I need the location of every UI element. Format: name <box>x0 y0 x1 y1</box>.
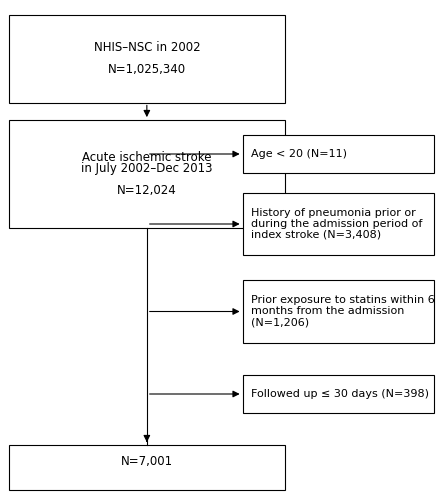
FancyBboxPatch shape <box>243 280 434 342</box>
Text: N=7,001: N=7,001 <box>121 456 173 468</box>
Text: N=12,024: N=12,024 <box>117 184 177 196</box>
FancyBboxPatch shape <box>243 375 434 412</box>
Text: index stroke (N=3,408): index stroke (N=3,408) <box>251 230 381 240</box>
Text: Age < 20 (N=11): Age < 20 (N=11) <box>251 149 348 159</box>
Text: Prior exposure to statins within 6: Prior exposure to statins within 6 <box>251 295 435 305</box>
Text: History of pneumonia prior or: History of pneumonia prior or <box>251 208 416 218</box>
Text: Followed up ≤ 30 days (N=398): Followed up ≤ 30 days (N=398) <box>251 389 429 399</box>
Text: (N=1,206): (N=1,206) <box>251 317 310 327</box>
FancyBboxPatch shape <box>243 192 434 255</box>
FancyBboxPatch shape <box>9 445 285 490</box>
FancyBboxPatch shape <box>243 135 434 172</box>
FancyBboxPatch shape <box>9 120 285 228</box>
Text: months from the admission: months from the admission <box>251 306 405 316</box>
Text: Acute ischemic stroke: Acute ischemic stroke <box>82 150 212 164</box>
FancyBboxPatch shape <box>9 15 285 102</box>
Text: NHIS–NSC in 2002: NHIS–NSC in 2002 <box>93 41 200 54</box>
Text: during the admission period of: during the admission period of <box>251 219 423 229</box>
Text: N=1,025,340: N=1,025,340 <box>108 63 186 76</box>
Text: in July 2002–Dec 2013: in July 2002–Dec 2013 <box>81 162 213 174</box>
